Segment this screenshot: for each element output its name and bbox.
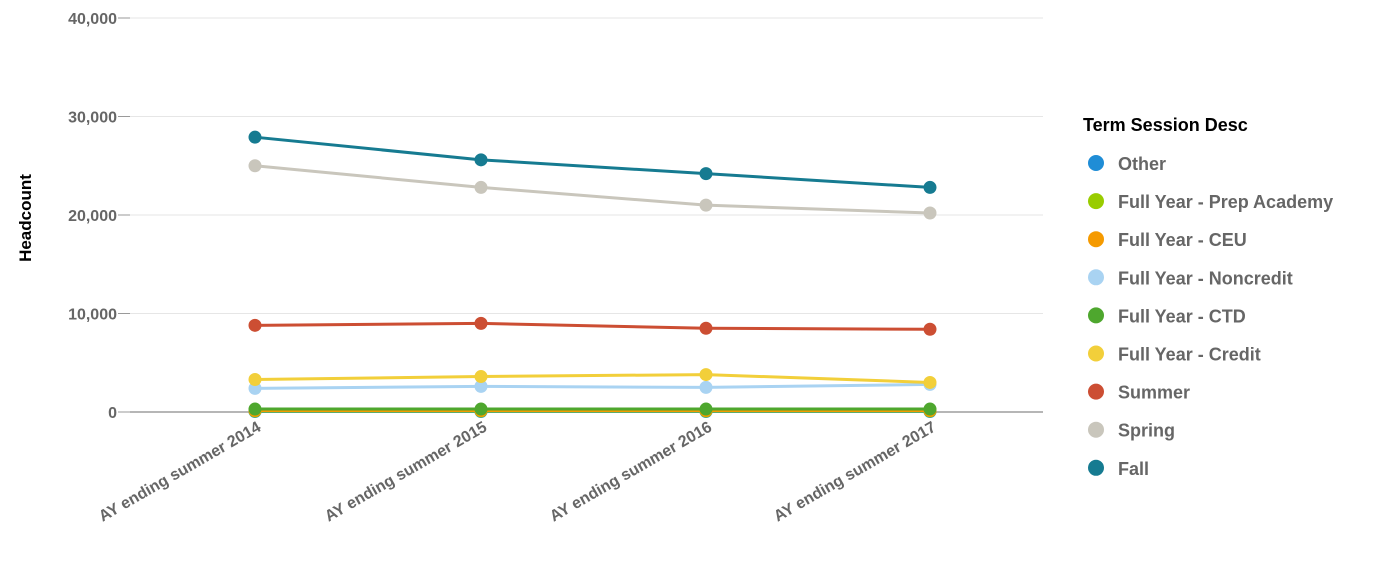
legend-marker bbox=[1088, 383, 1104, 400]
data-point[interactable] bbox=[474, 153, 488, 167]
legend-label: Summer bbox=[1118, 383, 1190, 403]
series-line bbox=[253, 382, 932, 390]
series-line bbox=[253, 135, 932, 189]
series-spring bbox=[248, 159, 937, 220]
data-point[interactable] bbox=[923, 180, 937, 194]
legend-marker bbox=[1088, 421, 1104, 438]
y-tick-label: 30,000 bbox=[68, 110, 117, 127]
data-point[interactable] bbox=[474, 316, 488, 330]
legend-items: Other Full Year - Prep Academy Full Year -… bbox=[1088, 154, 1333, 479]
series-summer bbox=[248, 316, 937, 336]
data-point[interactable] bbox=[923, 206, 937, 220]
data-point[interactable] bbox=[699, 321, 713, 335]
legend-label: Other bbox=[1118, 154, 1166, 174]
legend-item[interactable]: Full Year - Prep Academy bbox=[1088, 192, 1333, 212]
y-tick-label: 0 bbox=[108, 405, 117, 422]
legend-item[interactable]: Summer bbox=[1088, 383, 1190, 403]
legend-item[interactable]: Full Year - Noncredit bbox=[1088, 268, 1293, 288]
legend-marker bbox=[1088, 231, 1104, 248]
y-axis-title: Headcount bbox=[16, 174, 35, 262]
legend-marker bbox=[1088, 193, 1104, 210]
series-line bbox=[253, 373, 932, 384]
series-line bbox=[253, 164, 932, 215]
legend-title: Term Session Desc bbox=[1083, 115, 1248, 135]
legend-item[interactable]: Fall bbox=[1088, 459, 1149, 479]
data-point[interactable] bbox=[699, 402, 713, 416]
legend-item[interactable]: Spring bbox=[1088, 421, 1175, 441]
data-point[interactable] bbox=[248, 130, 262, 144]
legend-marker bbox=[1088, 269, 1104, 286]
legend: Term Session Desc Other Full Year - Prep … bbox=[1083, 115, 1333, 479]
x-axis: AY ending summer 2014 AY ending summer 20… bbox=[96, 419, 939, 526]
legend-label: Spring bbox=[1118, 421, 1175, 441]
data-point[interactable] bbox=[923, 375, 937, 389]
legend-marker bbox=[1088, 155, 1104, 171]
legend-label: Fall bbox=[1118, 459, 1149, 479]
legend-item[interactable]: Other bbox=[1088, 154, 1166, 174]
data-point[interactable] bbox=[248, 318, 262, 332]
x-tick-label: AY ending summer 2017 bbox=[771, 419, 939, 526]
series-full-year-credit bbox=[248, 368, 937, 389]
legend-label: Full Year - Prep Academy bbox=[1118, 192, 1333, 212]
x-tick-label: AY ending summer 2014 bbox=[96, 419, 264, 526]
gridlines bbox=[130, 17, 1043, 314]
data-point[interactable] bbox=[474, 180, 488, 194]
data-point[interactable] bbox=[474, 370, 488, 384]
y-tick-label: 10,000 bbox=[68, 307, 117, 324]
legend-marker bbox=[1088, 345, 1104, 362]
legend-label: Full Year - Credit bbox=[1118, 345, 1261, 365]
legend-label: Full Year - CTD bbox=[1118, 306, 1246, 326]
data-point[interactable] bbox=[699, 198, 713, 212]
y-tick-label: 20,000 bbox=[68, 208, 117, 225]
data-point[interactable] bbox=[923, 402, 937, 416]
y-axis: 0 10,000 20,000 30,000 40,000 bbox=[68, 11, 1043, 422]
legend-marker bbox=[1088, 307, 1104, 324]
x-tick-label: AY ending summer 2016 bbox=[547, 419, 715, 526]
data-point[interactable] bbox=[923, 322, 937, 336]
series-full-year-noncredit bbox=[248, 377, 937, 395]
series-fall bbox=[248, 130, 937, 194]
legend-marker bbox=[1088, 459, 1104, 476]
series-full-year-ctd bbox=[248, 402, 937, 416]
legend-item[interactable]: Full Year - CEU bbox=[1088, 230, 1247, 250]
legend-label: Full Year - Noncredit bbox=[1118, 268, 1293, 288]
legend-item[interactable]: Full Year - Credit bbox=[1088, 345, 1261, 365]
legend-label: Full Year - CEU bbox=[1118, 230, 1247, 250]
x-tick-label: AY ending summer 2015 bbox=[322, 419, 490, 526]
series-line bbox=[253, 321, 932, 331]
data-point[interactable] bbox=[248, 402, 262, 416]
legend-item[interactable]: Full Year - CTD bbox=[1088, 306, 1246, 326]
y-tick-label: 40,000 bbox=[68, 11, 117, 28]
data-point[interactable] bbox=[699, 167, 713, 181]
data-point[interactable] bbox=[248, 372, 262, 386]
data-point[interactable] bbox=[474, 402, 488, 416]
data-point[interactable] bbox=[699, 368, 713, 382]
data-point[interactable] bbox=[699, 380, 713, 394]
series-layer bbox=[248, 130, 937, 419]
data-point[interactable] bbox=[248, 159, 262, 173]
